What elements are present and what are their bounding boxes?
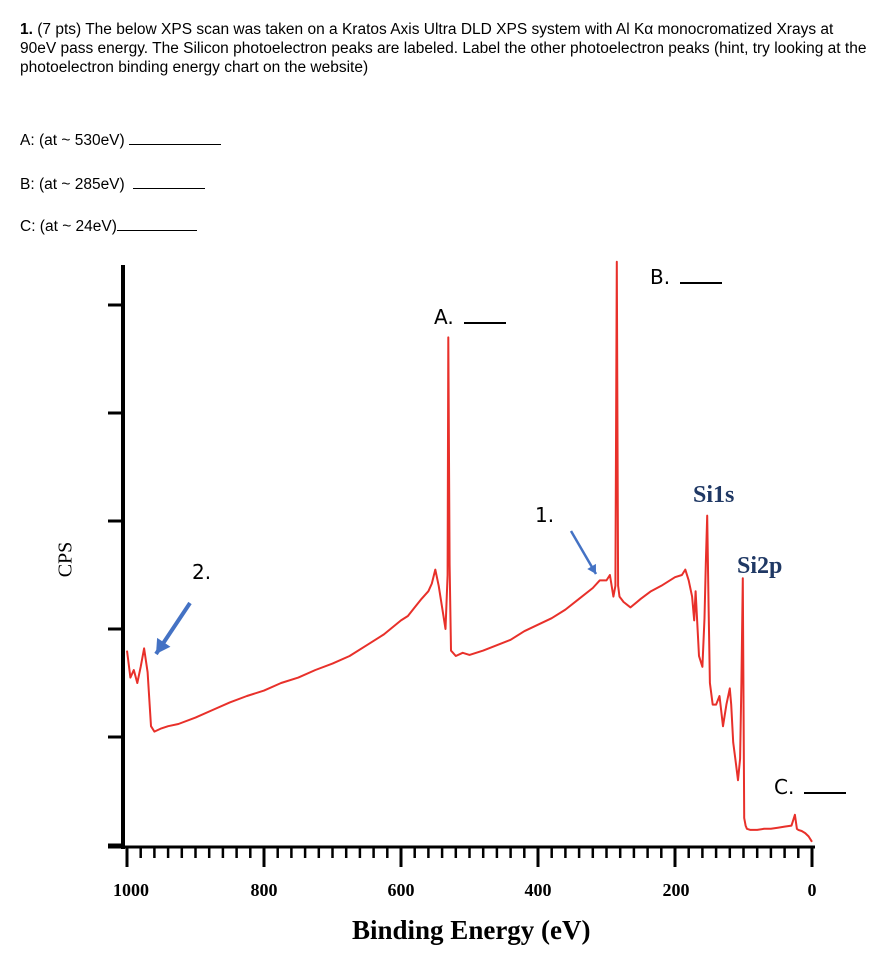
answer-a-label: A: (at ~ 530eV) [20, 132, 125, 149]
answer-b-label: B: (at ~ 285eV) [20, 176, 125, 193]
y-axis-title: CPS [54, 541, 77, 578]
peak-label-a: A. [434, 305, 506, 329]
x-tick-label: 200 [662, 880, 690, 900]
question-body: (7 pts) The below XPS scan was taken on … [20, 21, 867, 76]
answer-b-blank[interactable] [133, 176, 206, 189]
peak-label-b: B. [650, 265, 723, 289]
arrow-label-2: 2. [192, 560, 212, 584]
answer-b: B: (at ~ 285eV) [20, 176, 206, 194]
answer-c: C: (at ~ 24eV) [20, 218, 197, 236]
peak-a-blank[interactable] [463, 322, 506, 324]
spectrum-line [126, 260, 813, 843]
x-tick-label: 800 [250, 880, 278, 900]
x-axis-title: Binding Energy (eV) [352, 915, 591, 945]
x-tick-label: 1000 [113, 880, 149, 900]
peak-c-blank[interactable] [804, 792, 847, 794]
si2p-label: Si2p [737, 553, 783, 579]
x-tick-label: 400 [524, 880, 552, 900]
si1s-label: Si1s [693, 482, 735, 508]
answer-c-label: C: (at ~ 24eV) [20, 218, 117, 235]
peak-b-blank[interactable] [680, 282, 723, 284]
answer-c-blank[interactable] [116, 218, 197, 231]
question-text: 1. (7 pts) The below XPS scan was taken … [20, 20, 870, 77]
arrow-label-1: 1. [535, 503, 555, 527]
x-tick-label: 600 [387, 880, 415, 900]
arrow-2-icon-head [156, 637, 171, 654]
arrow-1-icon-head [587, 563, 596, 574]
answer-a-blank[interactable] [129, 132, 221, 145]
answer-a: A: (at ~ 530eV) [20, 132, 221, 150]
x-tick-label: 0 [807, 880, 817, 900]
question-number: 1. [20, 21, 33, 38]
peak-label-c: C. [774, 775, 847, 799]
